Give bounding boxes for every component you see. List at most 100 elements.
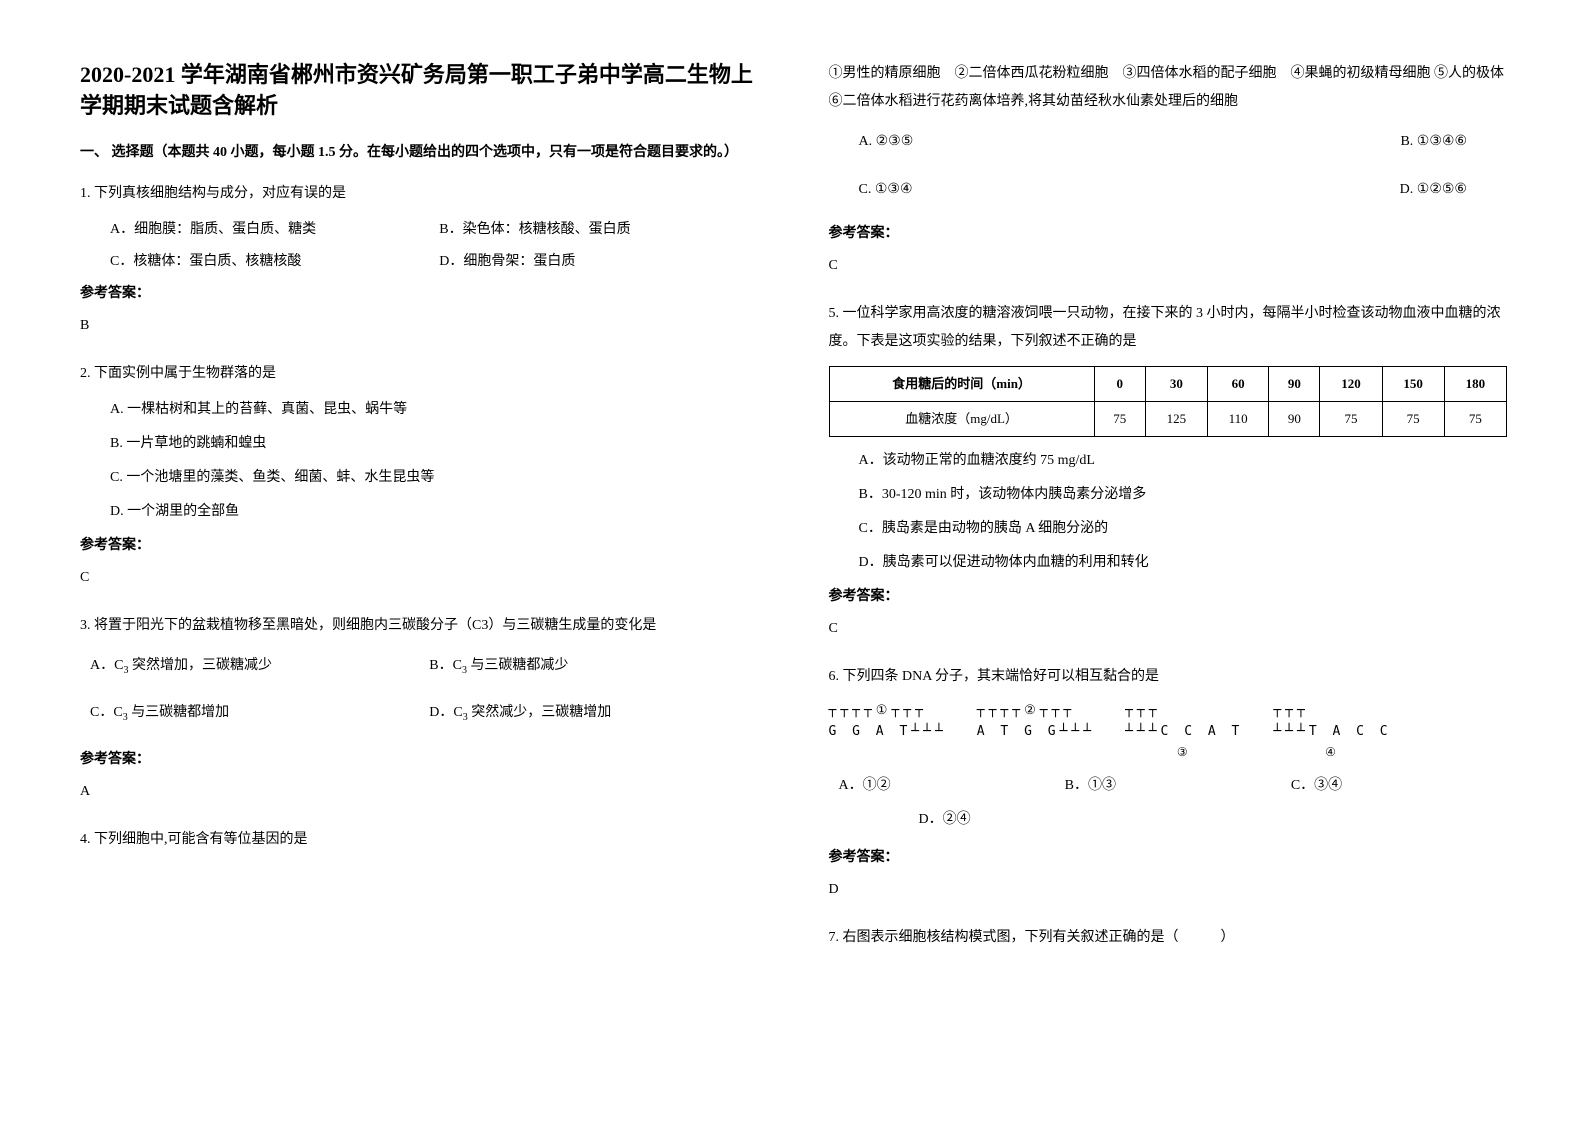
q4-answer-label: 参考答案： [829,220,1508,248]
q2-text: 2. 下面实例中属于生物群落的是 [80,360,759,388]
q5-table: 食用糖后的时间（min） 0 30 60 90 120 150 180 血糖浓度… [829,366,1508,437]
q1-optD: D．细胞骨架：蛋白质 [429,248,758,276]
q3-answer-label: 参考答案： [80,746,759,774]
frag3-bot: ┴┴┴C C A T [1125,722,1243,743]
q5-th-0: 食用糖后的时间（min） [829,367,1094,402]
q4-optD: D. ①②⑤⑥ [1178,176,1507,204]
q1-optC: C．核糖体：蛋白质、核糖核酸 [100,248,429,276]
q6-optC: C．③④ [1281,772,1507,800]
q4-optB: B. ①③④⑥ [1178,128,1507,156]
frag4-top: ┬┬┬ [1273,701,1391,722]
q6-optB: B．①③ [1055,772,1281,800]
q1-text: 1. 下列真核细胞结构与成分，对应有误的是 [80,180,759,208]
q5-optC: C．胰岛素是由动物的胰岛 A 细胞分泌的 [849,515,1508,543]
q2-optB: B. 一片草地的跳蝻和蝗虫 [100,430,759,458]
left-column: 2020-2021 学年湖南省郴州市资兴矿务局第一职工子弟中学高二生物上学期期末… [80,60,759,972]
q5-td-label: 血糖浓度（mg/dL） [829,402,1094,437]
q5-td-1: 125 [1145,402,1207,437]
dna-frag-3: ┬┬┬ ┴┴┴C C A T ③ [1125,701,1243,762]
q4-answer: C [829,252,1508,280]
q3-C-suffix: 与三碳糖都增加 [128,705,230,720]
q3-optD: D．C3 突然减少，三碳糖增加 [419,699,758,728]
question-4-stem: 4. 下列细胞中,可能含有等位基因的是 [80,826,759,854]
q5-optB: B．30-120 min 时，该动物体内胰岛素分泌增多 [849,481,1508,509]
q3-B-suffix: 与三碳糖都减少 [467,658,569,673]
q6-answer: D [829,876,1508,904]
q4-optA: A. ②③⑤ [849,128,1178,156]
dna-frag-1: ┬┬┬┬①┬┬┬ G G A T┴┴┴ [829,701,947,762]
frag1-top: ┬┬┬┬①┬┬┬ [829,701,947,722]
q4-optC: C. ①③④ [849,176,1178,204]
q5-td-6: 75 [1444,402,1506,437]
q6-dna-figure: ┬┬┬┬①┬┬┬ G G A T┴┴┴ ┬┬┬┬②┬┬┬ A T G G┴┴┴ … [829,701,1508,762]
q3-A-suffix: 突然增加，三碳糖减少 [128,658,272,673]
q5-td-3: 90 [1269,402,1320,437]
question-2: 2. 下面实例中属于生物群落的是 A. 一棵枯树和其上的苔藓、真菌、昆虫、蜗牛等… [80,360,759,592]
q5-optD: D．胰岛素可以促进动物体内血糖的利用和转化 [849,549,1508,577]
q3-optA: A．C3 突然增加，三碳糖减少 [80,652,419,681]
q1-answer-label: 参考答案： [80,280,759,308]
q3-text: 3. 将置于阳光下的盆栽植物移至黑暗处，则细胞内三碳酸分子（C3）与三碳糖生成量… [80,612,759,640]
q4-text: 4. 下列细胞中,可能含有等位基因的是 [80,826,759,854]
q5-optA: A．该动物正常的血糖浓度约 75 mg/dL [849,447,1508,475]
q5-options: A．该动物正常的血糖浓度约 75 mg/dL B．30-120 min 时，该动… [829,447,1508,577]
q5-td-4: 75 [1320,402,1382,437]
q5-td-5: 75 [1382,402,1444,437]
frag4-bot: ┴┴┴T A C C [1273,722,1391,743]
q5-th-3: 60 [1207,367,1268,402]
q3-A-prefix: A．C [90,658,123,673]
section-header: 一、 选择题（本题共 40 小题，每小题 1.5 分。在每小题给出的四个选项中，… [80,142,759,164]
q1-optA: A．细胞膜：脂质、蛋白质、糖类 [100,216,429,244]
q6-optA: A．①② [829,772,1055,800]
question-6: 6. 下列四条 DNA 分子，其末端恰好可以相互黏合的是 ┬┬┬┬①┬┬┬ G … [829,663,1508,904]
page-container: 2020-2021 学年湖南省郴州市资兴矿务局第一职工子弟中学高二生物上学期期末… [80,60,1507,972]
q6-optD: D．②④ [909,806,1508,834]
frag2-bot: A T G G┴┴┴ [977,722,1095,743]
q3-answer: A [80,778,759,806]
q3-C-prefix: C．C [90,705,123,720]
dna-frag-2: ┬┬┬┬②┬┬┬ A T G G┴┴┴ [977,701,1095,762]
q2-options: A. 一棵枯树和其上的苔藓、真菌、昆虫、蜗牛等 B. 一片草地的跳蝻和蝗虫 C.… [80,396,759,526]
q4-options: A. ②③⑤ B. ①③④⑥ C. ①③④ D. ①②⑤⑥ [849,128,1508,204]
q2-answer-label: 参考答案： [80,532,759,560]
q7-text: 7. 右图表示细胞核结构模式图，下列有关叙述正确的是（ ） [829,924,1508,952]
q3-optC: C．C3 与三碳糖都增加 [80,699,419,728]
q2-optD: D. 一个湖里的全部鱼 [100,498,759,526]
question-3: 3. 将置于阳光下的盆栽植物移至黑暗处，则细胞内三碳酸分子（C3）与三碳糖生成量… [80,612,759,806]
q5-answer: C [829,615,1508,643]
q5-td-0: 75 [1094,402,1145,437]
document-title: 2020-2021 学年湖南省郴州市资兴矿务局第一职工子弟中学高二生物上学期期末… [80,60,759,122]
q2-optC: C. 一个池塘里的藻类、鱼类、细菌、蚌、水生昆虫等 [100,464,759,492]
frag3-top: ┬┬┬ [1125,701,1243,722]
question-5: 5. 一位科学家用高浓度的糖溶液饲喂一只动物，在接下来的 3 小时内，每隔半小时… [829,300,1508,643]
q3-B-prefix: B．C [429,658,462,673]
q5-th-2: 30 [1145,367,1207,402]
q3-row2: C．C3 与三碳糖都增加 D．C3 突然减少，三碳糖增加 [80,699,759,728]
frag2-top: ┬┬┬┬②┬┬┬ [977,701,1095,722]
q6-options-row: A．①② B．①③ C．③④ [829,772,1508,800]
q5-table-header-row: 食用糖后的时间（min） 0 30 60 90 120 150 180 [829,367,1507,402]
q3-D-suffix: 突然减少，三碳糖增加 [468,705,612,720]
q1-options-row2: C．核糖体：蛋白质、核糖核酸 D．细胞骨架：蛋白质 [80,248,759,276]
frag3-label: ③ [1125,743,1243,762]
q6-answer-label: 参考答案： [829,844,1508,872]
question-7: 7. 右图表示细胞核结构模式图，下列有关叙述正确的是（ ） [829,924,1508,952]
question-4-cont: ①男性的精原细胞 ②二倍体西瓜花粉粒细胞 ③四倍体水稻的配子细胞 ④果蝇的初级精… [829,60,1508,280]
q5-th-4: 90 [1269,367,1320,402]
q5-th-7: 180 [1444,367,1506,402]
q5-table-data-row: 血糖浓度（mg/dL） 75 125 110 90 75 75 75 [829,402,1507,437]
q3-D-prefix: D．C [429,705,462,720]
q1-answer: B [80,312,759,340]
q1-options-row1: A．细胞膜：脂质、蛋白质、糖类 B．染色体：核糖核酸、蛋白质 [80,216,759,244]
frag4-label: ④ [1273,743,1391,762]
dna-frag-4: ┬┬┬ ┴┴┴T A C C ④ [1273,701,1391,762]
q2-optA: A. 一棵枯树和其上的苔藓、真菌、昆虫、蜗牛等 [100,396,759,424]
q1-optB: B．染色体：核糖核酸、蛋白质 [429,216,758,244]
q4-line1: ①男性的精原细胞 ②二倍体西瓜花粉粒细胞 ③四倍体水稻的配子细胞 ④果蝇的初级精… [829,60,1508,116]
q5-text: 5. 一位科学家用高浓度的糖溶液饲喂一只动物，在接下来的 3 小时内，每隔半小时… [829,300,1508,356]
q6-text: 6. 下列四条 DNA 分子，其末端恰好可以相互黏合的是 [829,663,1508,691]
question-1: 1. 下列真核细胞结构与成分，对应有误的是 A．细胞膜：脂质、蛋白质、糖类 B．… [80,180,759,340]
q5-th-6: 150 [1382,367,1444,402]
frag1-bot: G G A T┴┴┴ [829,722,947,743]
q5-td-2: 110 [1207,402,1268,437]
